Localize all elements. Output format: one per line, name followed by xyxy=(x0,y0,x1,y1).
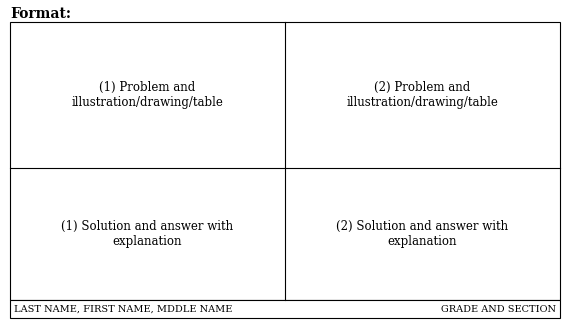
Text: GRADE AND SECTION: GRADE AND SECTION xyxy=(441,305,556,314)
Bar xyxy=(10,300,560,318)
Text: Format:: Format: xyxy=(10,7,71,21)
Text: (2) Solution and answer with
explanation: (2) Solution and answer with explanation xyxy=(336,220,508,248)
Text: (1) Problem and
illustration/drawing/table: (1) Problem and illustration/drawing/tab… xyxy=(71,81,224,109)
Bar xyxy=(10,22,560,300)
Text: (2) Problem and
illustration/drawing/table: (2) Problem and illustration/drawing/tab… xyxy=(347,81,499,109)
Text: LAST NAME, FIRST NAME, MDDLE NAME: LAST NAME, FIRST NAME, MDDLE NAME xyxy=(14,305,232,314)
Text: (1) Solution and answer with
explanation: (1) Solution and answer with explanation xyxy=(62,220,233,248)
